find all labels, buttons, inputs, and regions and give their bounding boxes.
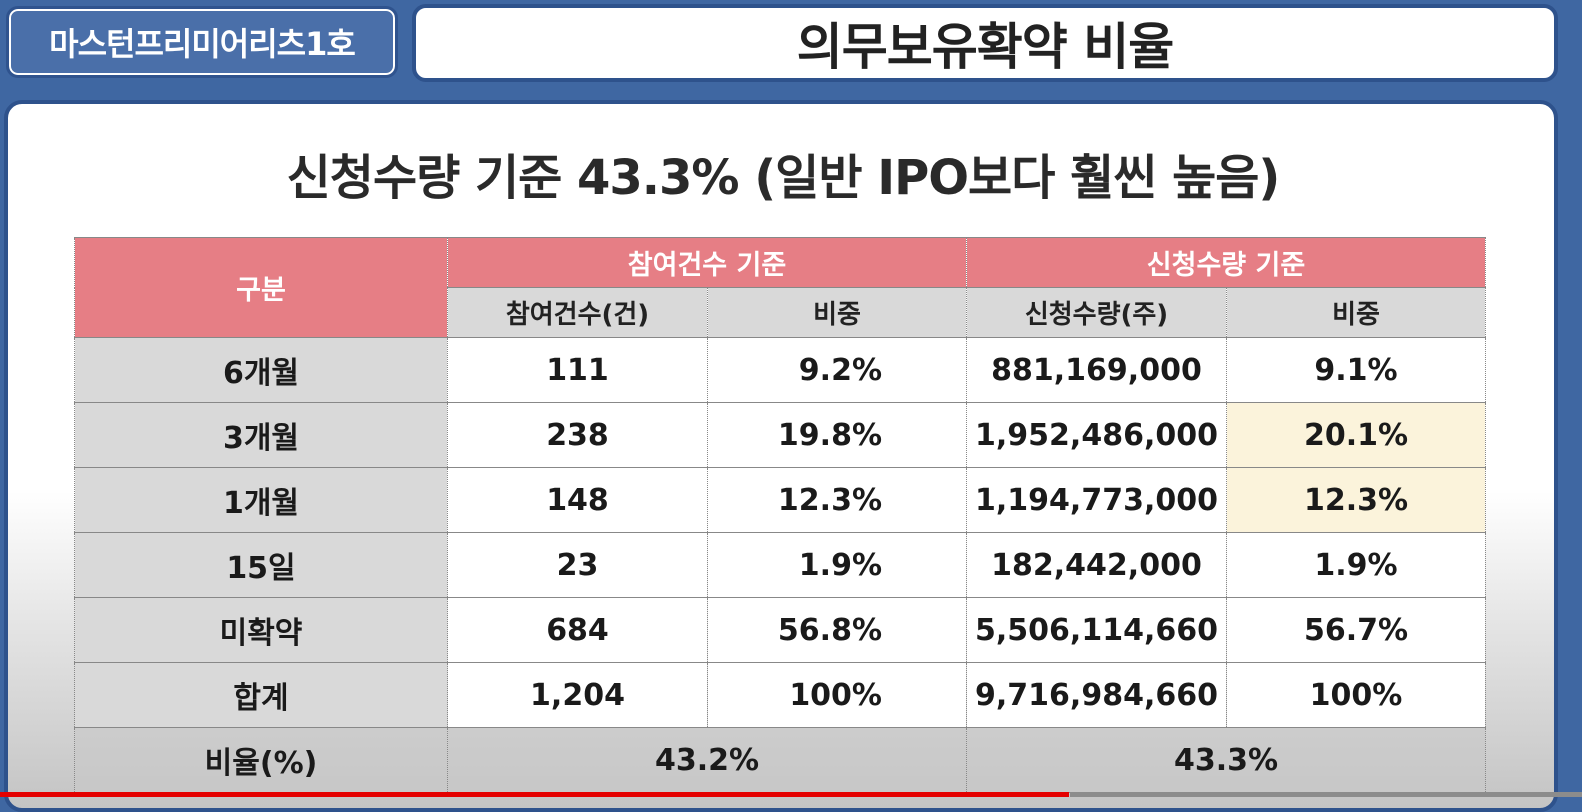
header-category: 구분 [74,237,448,338]
qty-share-cell: 56.7% [1226,597,1486,663]
video-progress-bar[interactable] [0,792,1069,797]
count-share-cell: 100% [707,662,967,728]
count-cell: 148 [447,467,708,533]
row-label: 6개월 [74,337,448,403]
count-share-cell: 1.9% [707,532,967,598]
row-label: 비율(%) [74,727,448,793]
row-label: 3개월 [74,402,448,468]
qty-cell: 881,169,000 [966,337,1227,403]
count-share-cell: 56.8% [707,597,967,663]
lockup-ratio-table: 구분 참여건수 기준 신청수량 기준 참여건수(건) 비중 신청수량(주) 비중… [74,237,1486,793]
count-share-cell: 9.2% [707,337,967,403]
header-qty: 신청수량(주) [966,287,1227,338]
qty-cell: 1,194,773,000 [966,467,1227,533]
header-count-share: 비중 [707,287,967,338]
row-label: 15일 [74,532,448,598]
header-qty-share: 비중 [1226,287,1486,338]
qty-share-cell-highlighted: 12.3% [1226,467,1486,533]
header-group-qty: 신청수량 기준 [966,237,1486,288]
slide-subtitle: 신청수량 기준 43.3% (일반 IPO보다 훨씬 높음) [286,150,1281,206]
count-cell: 684 [447,597,708,663]
channel-badge: 마스턴프리미어리츠1호 [6,6,398,78]
table-row: 미확약 684 56.8% 5,506,114,660 56.7% [74,597,1486,663]
qty-share-cell-highlighted: 20.1% [1226,402,1486,468]
count-share-cell: 19.8% [707,402,967,468]
qty-cell: 182,442,000 [966,532,1227,598]
qty-share-cell: 1.9% [1226,532,1486,598]
count-cell: 238 [447,402,708,468]
video-progress-track[interactable] [1070,792,1582,797]
qty-share-cell: 9.1% [1226,337,1486,403]
row-label: 합계 [74,662,448,728]
ratio-count-cell: 43.2% [447,727,967,793]
table-row: 15일 23 1.9% 182,442,000 1.9% [74,532,1486,598]
ratio-qty-cell: 43.3% [966,727,1486,793]
row-label: 1개월 [74,467,448,533]
table-row: 1개월 148 12.3% 1,194,773,000 12.3% [74,467,1486,533]
table-subheader-row: 참여건수(건) 비중 신청수량(주) 비중 [75,287,1486,338]
qty-cell: 5,506,114,660 [966,597,1227,663]
table-header-row: 구분 참여건수 기준 신청수량 기준 [74,237,1486,338]
slide-title: 의무보유확약 비율 [412,4,1558,82]
qty-cell: 1,952,486,000 [966,402,1227,468]
row-label: 미확약 [74,597,448,663]
header-count: 참여건수(건) [447,287,708,338]
qty-share-cell: 100% [1226,662,1486,728]
table-row-ratio: 비율(%) 43.2% 43.3% [74,727,1486,793]
table-row: 6개월 111 9.2% 881,169,000 9.1% [74,337,1486,403]
table-row-total: 합계 1,204 100% 9,716,984,660 100% [74,662,1486,728]
count-cell: 111 [447,337,708,403]
header-group-count: 참여건수 기준 [447,237,967,288]
count-cell: 1,204 [447,662,708,728]
table-row: 3개월 238 19.8% 1,952,486,000 20.1% [74,402,1486,468]
count-share-cell: 12.3% [707,467,967,533]
count-cell: 23 [447,532,708,598]
qty-cell: 9,716,984,660 [966,662,1227,728]
